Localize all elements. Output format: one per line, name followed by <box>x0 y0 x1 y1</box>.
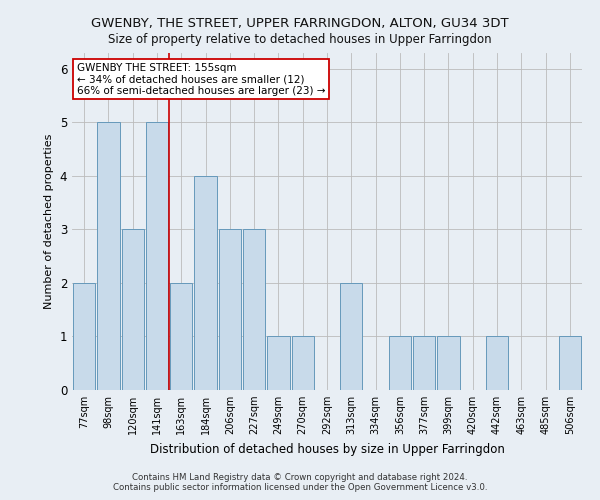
Text: GWENBY, THE STREET, UPPER FARRINGDON, ALTON, GU34 3DT: GWENBY, THE STREET, UPPER FARRINGDON, AL… <box>91 18 509 30</box>
Bar <box>194 176 217 390</box>
Bar <box>559 336 581 390</box>
Bar <box>170 283 193 390</box>
Bar <box>122 230 144 390</box>
Bar <box>389 336 411 390</box>
Text: GWENBY THE STREET: 155sqm
← 34% of detached houses are smaller (12)
66% of semi-: GWENBY THE STREET: 155sqm ← 34% of detac… <box>77 62 326 96</box>
Y-axis label: Number of detached properties: Number of detached properties <box>44 134 54 309</box>
Bar <box>146 122 168 390</box>
Text: Contains HM Land Registry data © Crown copyright and database right 2024.
Contai: Contains HM Land Registry data © Crown c… <box>113 473 487 492</box>
Bar <box>73 283 95 390</box>
X-axis label: Distribution of detached houses by size in Upper Farringdon: Distribution of detached houses by size … <box>149 442 505 456</box>
Text: Size of property relative to detached houses in Upper Farringdon: Size of property relative to detached ho… <box>108 32 492 46</box>
Bar <box>292 336 314 390</box>
Bar <box>413 336 436 390</box>
Bar <box>267 336 290 390</box>
Bar <box>340 283 362 390</box>
Bar <box>97 122 119 390</box>
Bar <box>243 230 265 390</box>
Bar <box>437 336 460 390</box>
Bar <box>486 336 508 390</box>
Bar <box>218 230 241 390</box>
